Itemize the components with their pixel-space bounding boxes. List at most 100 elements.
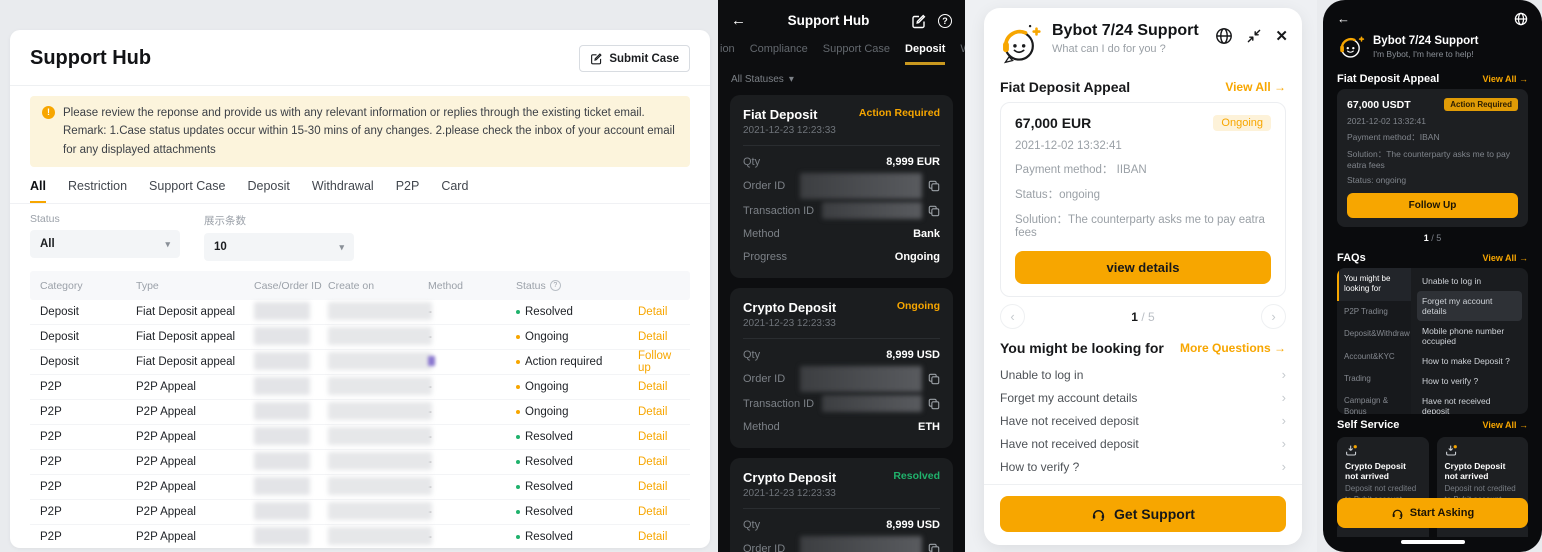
status-filter-select[interactable]: All ▾: [30, 230, 180, 259]
redacted-order-id: [800, 536, 922, 552]
field-value: 8,999 USD: [886, 518, 940, 531]
prev-appeal-button[interactable]: ‹: [1000, 304, 1025, 329]
deposit-card[interactable]: Fiat Deposit Action Required 2021-12-23 …: [730, 95, 953, 278]
faq-category[interactable]: Trading: [1344, 373, 1371, 383]
tab-restriction[interactable]: Restriction: [67, 179, 128, 194]
detail-link[interactable]: Detail: [638, 431, 668, 444]
question-label: Have not received deposit: [1000, 413, 1139, 428]
status-badge: Action Required: [858, 107, 940, 119]
copy-icon[interactable]: [928, 398, 940, 410]
start-asking-label: Start Asking: [1409, 507, 1475, 519]
tab-support-case[interactable]: Support Case: [822, 43, 891, 55]
faq-category[interactable]: Account&KYC: [1344, 351, 1395, 361]
start-asking-button[interactable]: Start Asking: [1337, 498, 1528, 528]
copy-icon[interactable]: [928, 205, 940, 217]
mobile-header: ← Support Hub ?: [718, 0, 965, 35]
status-dot-icon: [516, 385, 520, 390]
page-size-select[interactable]: 10 ▾: [204, 233, 354, 262]
pager-current: 1: [1423, 233, 1429, 243]
globe-icon[interactable]: [1215, 27, 1233, 45]
redacted-transaction-id: [822, 395, 922, 412]
detail-link[interactable]: Detail: [638, 531, 668, 544]
tab-compliance[interactable]: Compliance: [749, 43, 808, 55]
faq-view-all-link[interactable]: View All →: [1482, 253, 1528, 263]
faq-category[interactable]: You might be looking for: [1337, 268, 1411, 301]
copy-icon[interactable]: [928, 373, 940, 385]
mobile-page-title: Support Hub: [787, 13, 870, 28]
minimize-icon[interactable]: [1246, 28, 1262, 44]
follow-up-button[interactable]: Follow Up: [1347, 193, 1518, 218]
self-service-view-all-link[interactable]: View All →: [1482, 420, 1528, 430]
field-label: Transaction ID: [743, 397, 815, 410]
faq-question[interactable]: Unable to log in: [1422, 276, 1482, 286]
header-category: Category: [40, 279, 83, 292]
tab-deposit[interactable]: Deposit: [247, 179, 290, 194]
tab-card[interactable]: Card: [441, 179, 469, 194]
detail-link[interactable]: Detail: [638, 456, 668, 469]
faq-question[interactable]: Have not received deposit: [1422, 396, 1491, 414]
redacted-transaction-id: [822, 202, 922, 219]
list-item[interactable]: Forget my account details ›: [1000, 386, 1286, 409]
faq-category[interactable]: Campaign & Bonus: [1344, 396, 1389, 414]
list-item[interactable]: Have not received deposit ›: [1000, 409, 1286, 432]
faq-question[interactable]: How to verify ?: [1422, 376, 1479, 386]
field-label: Qty: [743, 348, 761, 361]
notice-banner: ! Please review the reponse and provide …: [30, 96, 690, 168]
field-label: Method: [743, 420, 780, 433]
card-title: Crypto Deposit: [743, 300, 837, 315]
table-row: P2P P2P Appeal - Resolved Detail: [30, 500, 690, 526]
tab-partial[interactable]: ion: [720, 43, 735, 55]
chevron-right-icon: ›: [1281, 436, 1286, 451]
faq-question[interactable]: Forget my account details: [1417, 291, 1522, 321]
all-statuses-filter[interactable]: All Statuses ▾: [718, 65, 965, 91]
deposit-card[interactable]: Crypto Deposit Ongoing 2021-12-23 12:23:…: [730, 288, 953, 448]
list-item[interactable]: Unable to log in ›: [1000, 363, 1286, 386]
faq-category[interactable]: P2P Trading: [1344, 306, 1388, 316]
tab-support-case[interactable]: Support Case: [149, 179, 226, 194]
detail-link[interactable]: Detail: [638, 406, 668, 419]
list-item[interactable]: Have not received deposit ›: [1000, 432, 1286, 455]
detail-link[interactable]: Detail: [638, 481, 668, 494]
list-item[interactable]: How to verify ? ›: [1000, 455, 1286, 478]
tab-p2p[interactable]: P2P: [395, 179, 420, 194]
view-all-link[interactable]: View All →: [1225, 80, 1286, 94]
faq-title: FAQs: [1337, 252, 1366, 264]
get-support-button[interactable]: Get Support: [1000, 496, 1286, 532]
more-questions-link[interactable]: More Questions →: [1179, 341, 1286, 355]
view-details-button[interactable]: view details: [1015, 251, 1271, 284]
next-appeal-button[interactable]: ›: [1261, 304, 1286, 329]
tab-withdrawal[interactable]: Withdrawal: [311, 179, 374, 194]
submit-case-button[interactable]: Submit Case: [579, 45, 690, 72]
bybot-titles: Bybot 7/24 Support I'm Bybot, I'm here t…: [1373, 35, 1478, 59]
help-icon[interactable]: ?: [938, 13, 952, 28]
appeal-date: 2021-12-02 13:32:41: [1347, 116, 1426, 126]
copy-icon[interactable]: [928, 543, 940, 552]
page-size-value: 10: [214, 241, 227, 254]
view-all-link[interactable]: View All →: [1482, 74, 1528, 84]
globe-icon[interactable]: [1514, 12, 1528, 26]
detail-link[interactable]: Detail: [638, 506, 668, 519]
tab-withdraw[interactable]: Withdraw: [960, 43, 965, 65]
submit-case-icon[interactable]: [911, 13, 927, 29]
follow-up-link[interactable]: Follow up: [638, 350, 672, 375]
close-icon[interactable]: ✕: [1275, 28, 1288, 45]
tab-deposit[interactable]: Deposit: [905, 43, 946, 65]
detail-link[interactable]: Detail: [638, 306, 668, 319]
header-status-label: Status: [516, 279, 546, 292]
appeal-amount: 67,000 EUR: [1015, 115, 1092, 131]
redacted-create-on: [328, 451, 432, 470]
deposit-card[interactable]: Crypto Deposit Resolved 2021-12-23 12:23…: [730, 458, 953, 552]
faq-question[interactable]: Mobile phone number occupied: [1422, 326, 1505, 346]
question-label: Forget my account details: [1000, 390, 1138, 405]
status-badge: Resolved: [516, 456, 638, 468]
faq-category[interactable]: Deposit&Withdraw: [1344, 329, 1410, 339]
copy-icon[interactable]: [928, 180, 940, 192]
tab-all[interactable]: All: [30, 179, 46, 204]
field-label: Method: [743, 227, 780, 240]
back-arrow-icon[interactable]: ←: [731, 12, 746, 29]
back-arrow-icon[interactable]: ←: [1337, 11, 1350, 26]
detail-link[interactable]: Detail: [638, 331, 668, 344]
faq-question[interactable]: How to make Deposit ?: [1422, 356, 1510, 366]
info-icon[interactable]: ?: [549, 280, 561, 292]
detail-link[interactable]: Detail: [638, 381, 668, 394]
